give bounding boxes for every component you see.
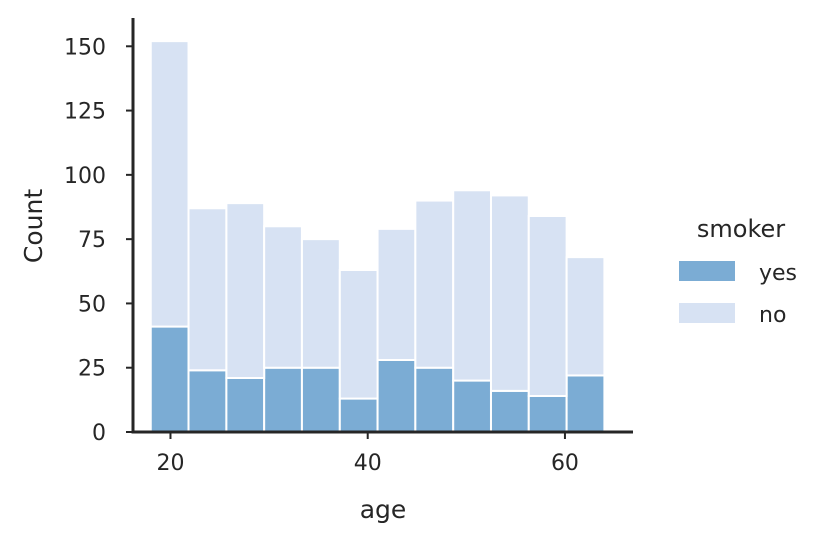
bar-yes-10 bbox=[527, 395, 568, 433]
legend-label-no: no bbox=[759, 303, 786, 328]
bar-yes-1 bbox=[187, 369, 228, 433]
legend-swatch-yes bbox=[679, 261, 735, 281]
bar-no-2 bbox=[225, 202, 266, 379]
y-tick-label: 25 bbox=[78, 357, 106, 382]
y-ticks: 0 25 50 75 100 125 150 bbox=[64, 35, 133, 446]
bar-yes-2 bbox=[225, 377, 266, 433]
legend: smoker yes no bbox=[679, 215, 797, 328]
y-axis-label: Count bbox=[19, 189, 48, 263]
x-axis-label: age bbox=[360, 495, 407, 524]
y-tick-label: 50 bbox=[78, 292, 106, 317]
y-tick-label: 75 bbox=[78, 228, 106, 253]
bar-yes-3 bbox=[263, 366, 303, 434]
y-tick-label: 150 bbox=[64, 35, 106, 60]
legend-swatch-no bbox=[679, 303, 735, 323]
bar-yes-6 bbox=[376, 359, 417, 433]
bar-no-7 bbox=[414, 199, 455, 369]
bar-no-6 bbox=[376, 227, 417, 361]
bar-yes-8 bbox=[452, 379, 492, 434]
bar-no-10 bbox=[527, 215, 568, 397]
bar-no-9 bbox=[489, 194, 530, 392]
x-tick-label: 20 bbox=[156, 451, 184, 476]
bar-no-1 bbox=[187, 207, 228, 372]
x-tick-label: 40 bbox=[354, 451, 382, 476]
x-ticks: 20 40 60 bbox=[156, 432, 579, 476]
bar-no-8 bbox=[452, 189, 492, 382]
bar-yes-9 bbox=[489, 389, 530, 434]
bar-yes-0 bbox=[149, 325, 190, 434]
bar-yes-5 bbox=[338, 397, 379, 434]
bar-no-0 bbox=[149, 40, 190, 328]
bar-no-3 bbox=[263, 225, 303, 369]
legend-title: smoker bbox=[697, 215, 785, 243]
x-tick-label: 60 bbox=[551, 451, 579, 476]
bar-yes-4 bbox=[300, 366, 341, 434]
legend-label-yes: yes bbox=[759, 261, 797, 286]
bar-no-11 bbox=[565, 256, 606, 377]
bar-yes-11 bbox=[565, 374, 606, 433]
bar-no-5 bbox=[338, 269, 379, 400]
y-tick-label: 125 bbox=[64, 100, 106, 125]
y-tick-label: 100 bbox=[64, 164, 106, 189]
bar-no-4 bbox=[300, 238, 341, 369]
bar-yes-7 bbox=[414, 366, 455, 434]
y-tick-label: 0 bbox=[92, 421, 106, 446]
histogram-bars bbox=[149, 40, 606, 434]
